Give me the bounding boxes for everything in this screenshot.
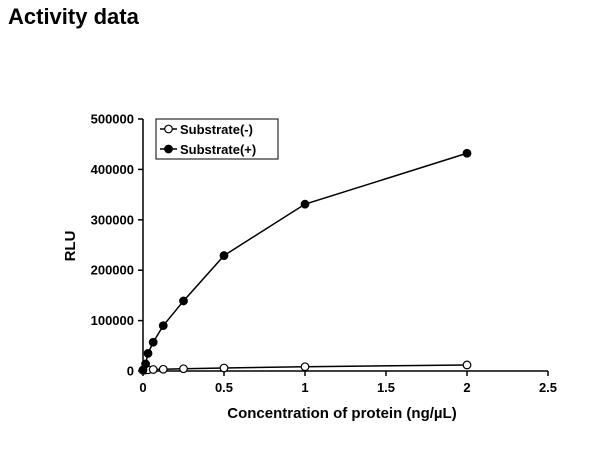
legend-marker-substrate-minus: [164, 124, 173, 134]
y-tick-label: 100000: [91, 313, 134, 328]
data-point: [158, 321, 168, 331]
data-point: [462, 360, 472, 370]
y-ticks: 0 100000 200000 300000 400000 500000: [91, 112, 143, 379]
data-point: [148, 337, 158, 347]
data-point: [141, 359, 150, 369]
data-point: [300, 362, 310, 372]
x-tick-label: 1.5: [377, 380, 395, 395]
x-tick-label: 0.5: [215, 380, 233, 395]
y-tick-label: 200000: [91, 263, 134, 278]
x-tick-label: 2.5: [539, 380, 557, 395]
y-tick-label: 0: [127, 364, 134, 379]
legend-item-substrate-minus: Substrate(-): [160, 122, 253, 137]
data-point: [158, 364, 168, 374]
legend-marker-substrate-plus: [164, 144, 173, 154]
legend-label-substrate-plus: Substrate(+): [180, 142, 256, 157]
x-axis-title: Concentration of protein (ng/µL): [227, 405, 456, 422]
y-tick-label: 400000: [91, 162, 134, 177]
data-point: [179, 296, 188, 306]
chart-legend: Substrate(-) Substrate(+): [155, 118, 279, 160]
data-point: [462, 148, 472, 158]
y-tick-label: 500000: [91, 112, 134, 127]
series-substrate-plus: [138, 148, 472, 375]
x-tick-label: 2: [463, 380, 470, 395]
x-ticks: 0 0.5 1 1.5 2 2.5: [139, 371, 557, 395]
x-tick-label: 0: [139, 380, 146, 395]
data-point: [219, 363, 229, 373]
x-tick-label: 1: [301, 380, 308, 395]
data-point: [143, 348, 153, 358]
chart-axes: [142, 119, 548, 372]
data-point: [300, 199, 310, 209]
legend-item-substrate-plus: Substrate(+): [160, 142, 256, 157]
legend-box: [155, 118, 279, 160]
y-axis-title: RLU: [62, 231, 79, 262]
data-point: [179, 364, 188, 374]
data-point: [219, 251, 229, 260]
page-title: Activity data: [8, 4, 139, 29]
chart-series: [138, 148, 472, 375]
series-line: [142, 152, 468, 371]
legend-label-substrate-minus: Substrate(-): [180, 122, 253, 137]
data-point: [148, 365, 158, 374]
y-tick-label: 300000: [91, 212, 134, 227]
